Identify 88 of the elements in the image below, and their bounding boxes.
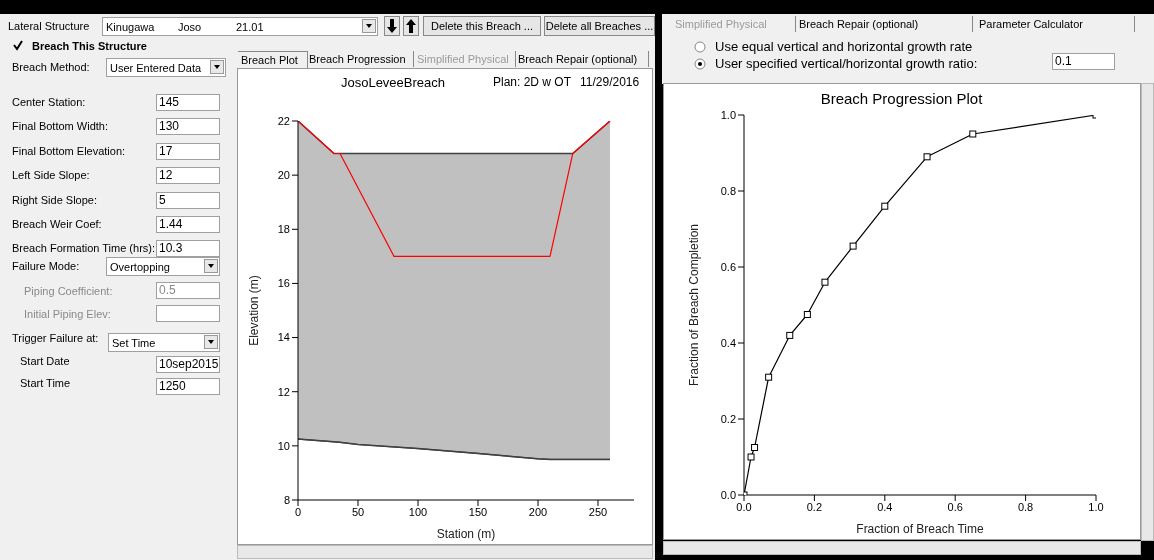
y-tick-label: 16 (277, 277, 290, 290)
text: Use equal vertical and horizontal growth rate (715, 39, 973, 54)
y-tick-label: 14 (277, 331, 290, 344)
point (821, 278, 829, 286)
chart-title: JosoLeveeBreach (339, 75, 447, 90)
x-tick-label: 250 (588, 505, 608, 518)
chart-subtitle: Plan: 2D w OT (493, 75, 572, 89)
text: Piping Coefficient: (24, 284, 113, 298)
text: Overtopping (110, 260, 170, 274)
text-field: 1.44 (156, 216, 220, 233)
text: Simplified Physical (414, 51, 516, 67)
text: Parameter Calculator (976, 16, 1135, 32)
text-field: 10.3 (156, 240, 220, 257)
y-tick-label: 0.2 (720, 412, 736, 425)
x-tick-label: 0 (294, 505, 302, 518)
x-tick-label: 150 (468, 505, 488, 518)
x-axis-title: Fraction of Breach Time (856, 522, 985, 536)
text: Final Bottom Elevation: (12, 144, 126, 158)
text: Center Station: (12, 95, 86, 109)
point (765, 373, 773, 381)
y-axis-title: Elevation (m) (247, 275, 262, 346)
y-tick-label: 0.0 (720, 488, 736, 501)
x-axis-title: Station (m) (436, 527, 496, 541)
y-tick-label: 20 (277, 169, 290, 182)
y-axis-title: Fraction of Breach Completion (687, 223, 702, 387)
x-tick-label: 50 (351, 505, 365, 518)
point (849, 242, 857, 250)
text: Lateral Structure (8, 19, 90, 33)
text: Set Time (112, 336, 156, 350)
y-tick-label: 18 (277, 223, 290, 236)
text: Breach Progression (306, 51, 414, 67)
text: Breach Formation Time (hrs): (12, 241, 156, 255)
point (803, 311, 811, 318)
text: Right Side Slope: (12, 193, 97, 207)
text: 21.01 (236, 20, 264, 34)
text: User Entered Data (110, 61, 202, 75)
point (747, 453, 755, 461)
button: Delete all Breaches ... (544, 16, 655, 36)
text: Failure Mode: (12, 259, 80, 273)
y-tick-label: 0.4 (720, 336, 736, 349)
chart-title: Breach Progression Plot (819, 90, 984, 107)
x-tick-label: 100 (408, 505, 428, 518)
text: Kinugawa (106, 20, 155, 34)
y-tick-label: 0.6 (720, 260, 736, 273)
text: Breach Repair (optional) (515, 51, 649, 67)
text-field: 5 (156, 192, 220, 209)
point (751, 444, 759, 451)
button: Delete this Breach ... (423, 16, 541, 36)
point (969, 130, 977, 138)
y-tick-label: 10 (277, 439, 290, 452)
text: Start Time (20, 376, 71, 390)
text: Breach Plot (238, 51, 308, 68)
text: Breach Weir Coef: (12, 217, 102, 231)
text: Breach Method: (12, 60, 90, 74)
text: User specified vertical/horizontal growth ratio: (715, 56, 978, 71)
text: Breach Repair (optional) (796, 16, 973, 32)
x-tick-label: 0.4 (877, 500, 893, 513)
x-tick-label: 1.0 (1088, 500, 1104, 513)
y-tick-label: 1.0 (720, 108, 736, 121)
x-tick-label: 0.6 (947, 500, 963, 513)
point (923, 153, 931, 161)
text-field: 17 (156, 143, 220, 160)
point (786, 331, 794, 339)
text-field: 10sep2015 (156, 356, 220, 373)
text: Breach This Structure (32, 39, 147, 53)
text: Final Bottom Width: (12, 119, 108, 133)
text: Initial Piping Elev: (24, 307, 111, 321)
text-field: 0.1 (1052, 53, 1115, 70)
y-tick-label: 22 (277, 114, 290, 127)
text-field: 0.5 (156, 282, 220, 299)
text: Trigger Failure at: (12, 331, 99, 345)
text: 11/29/2016 (580, 75, 640, 89)
x-tick-label: 200 (528, 505, 548, 518)
x-tick-label: 0.2 (806, 500, 823, 513)
y-tick-label: 0.8 (720, 184, 736, 197)
text: Left Side Slope: (12, 168, 90, 182)
text-field: 130 (156, 118, 220, 135)
text: Start Date (20, 354, 70, 368)
text-field: 12 (156, 167, 220, 184)
text-field: 1250 (156, 378, 220, 395)
point (881, 202, 889, 210)
text-field: 145 (156, 94, 220, 111)
y-tick-label: 8 (283, 493, 290, 506)
y-tick-label: 12 (277, 385, 290, 398)
x-tick-label: 0.8 (1017, 500, 1034, 513)
x-tick-label: 0.0 (736, 500, 752, 513)
text: Simplified Physical (672, 16, 796, 32)
text: Joso (178, 20, 202, 34)
